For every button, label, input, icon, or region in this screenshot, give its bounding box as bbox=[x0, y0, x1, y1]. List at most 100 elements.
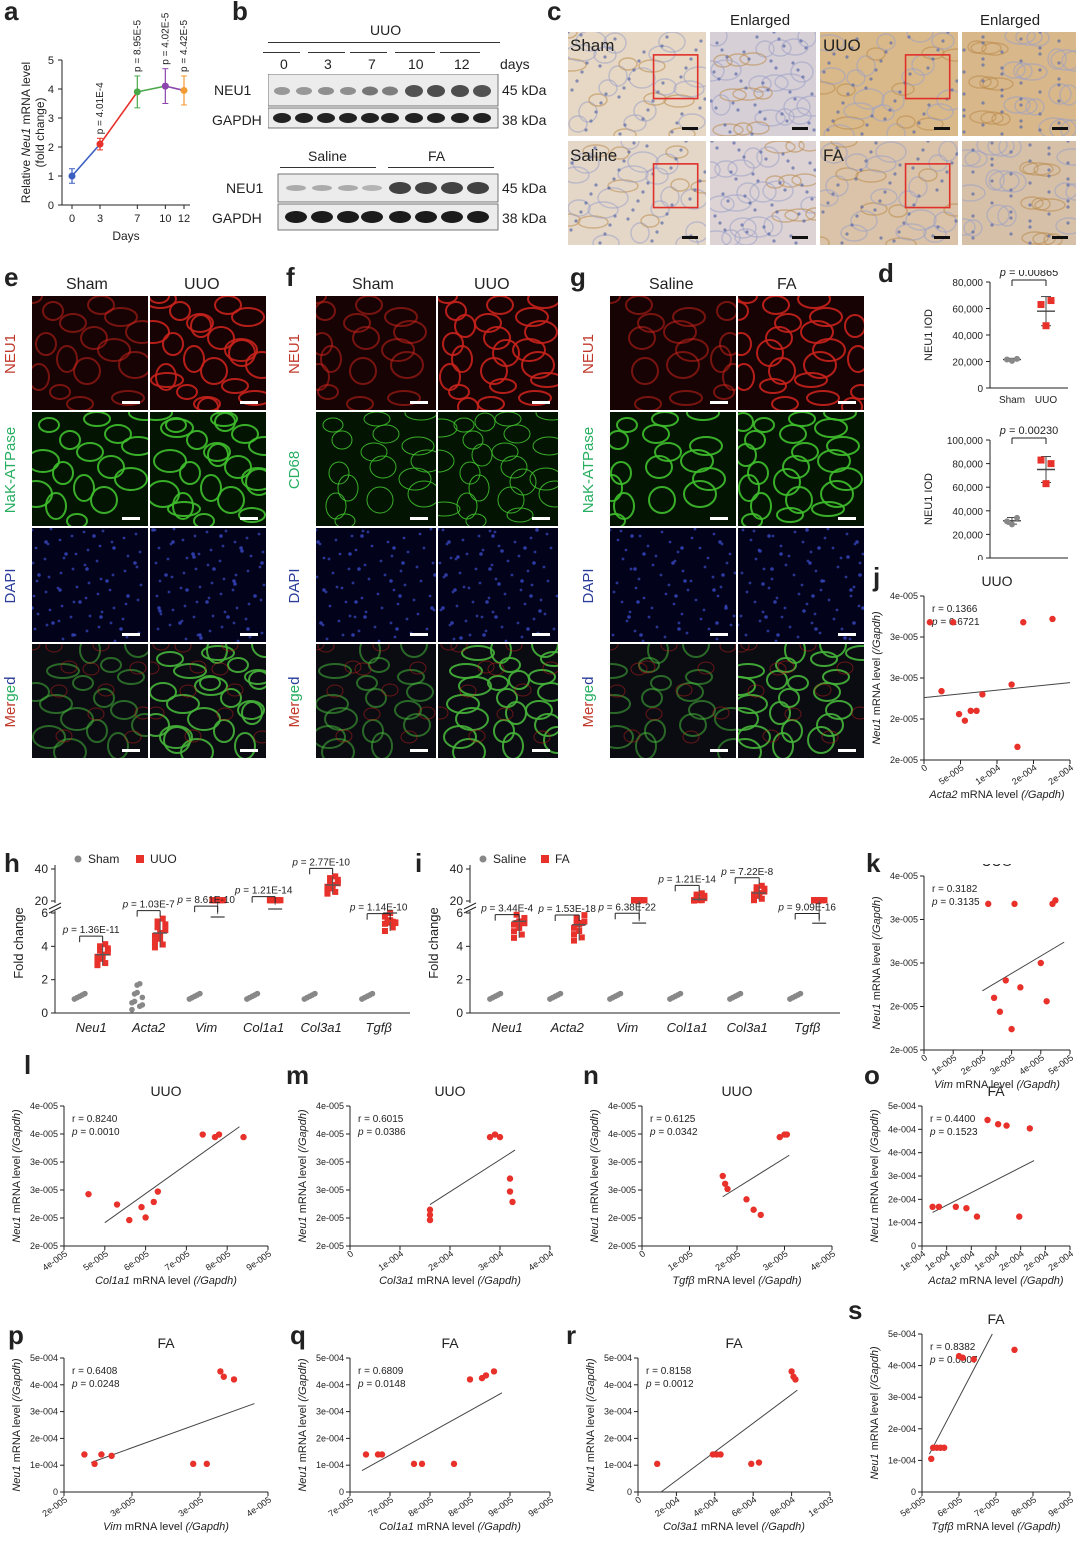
scale-bar bbox=[1052, 236, 1068, 239]
ihc-texture bbox=[820, 32, 958, 136]
tissue-structure bbox=[104, 307, 138, 327]
tissue-structure bbox=[665, 145, 689, 159]
y-tick-label: 2e-005 bbox=[316, 1241, 344, 1251]
nucleus bbox=[608, 46, 612, 50]
nucleus bbox=[1057, 99, 1061, 103]
tissue-structure bbox=[738, 412, 754, 432]
nucleus bbox=[723, 228, 727, 232]
nucleus bbox=[898, 163, 902, 167]
nucleus bbox=[715, 621, 719, 625]
p-value-label: p = 1.21E-14 bbox=[234, 886, 293, 897]
if-image-tile bbox=[438, 412, 558, 526]
tissue-structure bbox=[568, 115, 588, 133]
tissue-structure bbox=[1049, 118, 1076, 136]
blot-day-10: 10 bbox=[408, 56, 424, 72]
tissue-structure bbox=[465, 513, 487, 526]
nucleus bbox=[46, 542, 50, 546]
tissue-structure bbox=[167, 501, 201, 517]
nucleus bbox=[47, 575, 51, 579]
tissue-structure bbox=[628, 326, 656, 350]
data-point bbox=[154, 918, 161, 925]
tissue-structure bbox=[155, 363, 177, 391]
tissue-structure bbox=[326, 684, 344, 698]
tissue-structure bbox=[60, 660, 78, 674]
tissue-structure bbox=[477, 660, 495, 674]
nucleus bbox=[702, 608, 706, 612]
nucleus bbox=[826, 201, 830, 205]
tissue-structure bbox=[790, 61, 814, 83]
panel-label-d: d bbox=[878, 258, 894, 288]
nucleus bbox=[848, 637, 852, 641]
p-value-label: p = 1.53E-18 bbox=[537, 904, 596, 915]
nucleus bbox=[860, 205, 864, 209]
tissue-structure bbox=[184, 729, 202, 743]
nucleus bbox=[1019, 97, 1023, 101]
x-axis-label: Days bbox=[112, 229, 139, 243]
nucleus bbox=[1019, 59, 1023, 63]
tissue-structure bbox=[505, 701, 527, 725]
data-point bbox=[230, 1376, 238, 1383]
tissue-structure bbox=[738, 694, 768, 714]
nucleus bbox=[316, 528, 318, 532]
data-point bbox=[190, 1460, 197, 1468]
regression-line bbox=[104, 1126, 240, 1224]
tissue-structure bbox=[543, 726, 558, 754]
tissue-structure bbox=[685, 669, 713, 685]
y-axis-label: Neu1 mRNA level (/Gapdh) bbox=[585, 1358, 597, 1492]
scale-bar bbox=[410, 517, 428, 520]
series-line bbox=[71, 143, 101, 177]
nucleus bbox=[820, 579, 824, 583]
x-tick-label: Acta2 bbox=[550, 1020, 585, 1035]
nucleus bbox=[32, 594, 36, 598]
nucleus bbox=[710, 141, 714, 143]
tissue-structure bbox=[159, 725, 193, 749]
nucleus bbox=[922, 112, 926, 116]
nucleus bbox=[351, 581, 355, 585]
y-tick-label: 3e-005 bbox=[316, 1157, 344, 1167]
nucleus bbox=[377, 639, 381, 642]
x-axis-label: Acta2 mRNA level (/Gapdh) bbox=[927, 1275, 1063, 1287]
nucleus bbox=[1066, 199, 1070, 203]
nucleus bbox=[720, 542, 724, 546]
p-value: p = 0.0148 bbox=[357, 1379, 406, 1390]
tissue-structure bbox=[454, 314, 476, 338]
tissue-structure bbox=[455, 707, 489, 731]
nucleus bbox=[745, 590, 749, 594]
tissue-structure bbox=[248, 670, 266, 690]
nucleus bbox=[361, 529, 365, 533]
nucleus bbox=[686, 588, 690, 592]
tissue-structure bbox=[928, 154, 948, 172]
nucleus bbox=[732, 141, 736, 145]
tissue-structure bbox=[630, 222, 650, 244]
nucleus bbox=[316, 540, 320, 544]
tissue-structure bbox=[32, 725, 66, 749]
nucleus bbox=[36, 612, 40, 616]
tissue-structure bbox=[508, 670, 530, 690]
tissue-structure bbox=[200, 474, 222, 502]
tissue-structure bbox=[494, 412, 522, 427]
nucleus bbox=[1009, 194, 1013, 198]
tissue-structure bbox=[1056, 148, 1076, 166]
y-tick-label: 4e-004 bbox=[30, 1380, 58, 1390]
nucleus bbox=[821, 210, 825, 214]
nucleus bbox=[1047, 174, 1051, 178]
tissue-structure bbox=[440, 644, 458, 651]
tissue-structure bbox=[807, 726, 835, 754]
nucleus bbox=[1028, 225, 1032, 229]
tissue-structure bbox=[738, 707, 759, 731]
nucleus bbox=[87, 581, 91, 585]
nucleus bbox=[589, 119, 593, 123]
tissue-structure bbox=[933, 211, 957, 233]
nucleus bbox=[110, 540, 114, 544]
nucleus bbox=[584, 201, 588, 205]
r-value: r = 0.8158 bbox=[646, 1366, 692, 1377]
y-axis-label: Neu1 mRNA level (/Gapdh) bbox=[871, 896, 883, 1030]
tissue-structure bbox=[174, 644, 192, 653]
if-column-header: Saline bbox=[649, 276, 694, 293]
if-image-tile bbox=[32, 644, 148, 758]
nucleus bbox=[784, 563, 788, 567]
nucleus bbox=[660, 44, 664, 48]
if-image-tile bbox=[610, 412, 736, 526]
nucleus bbox=[879, 236, 883, 240]
if-row-label: NaK-ATPase bbox=[2, 426, 19, 514]
